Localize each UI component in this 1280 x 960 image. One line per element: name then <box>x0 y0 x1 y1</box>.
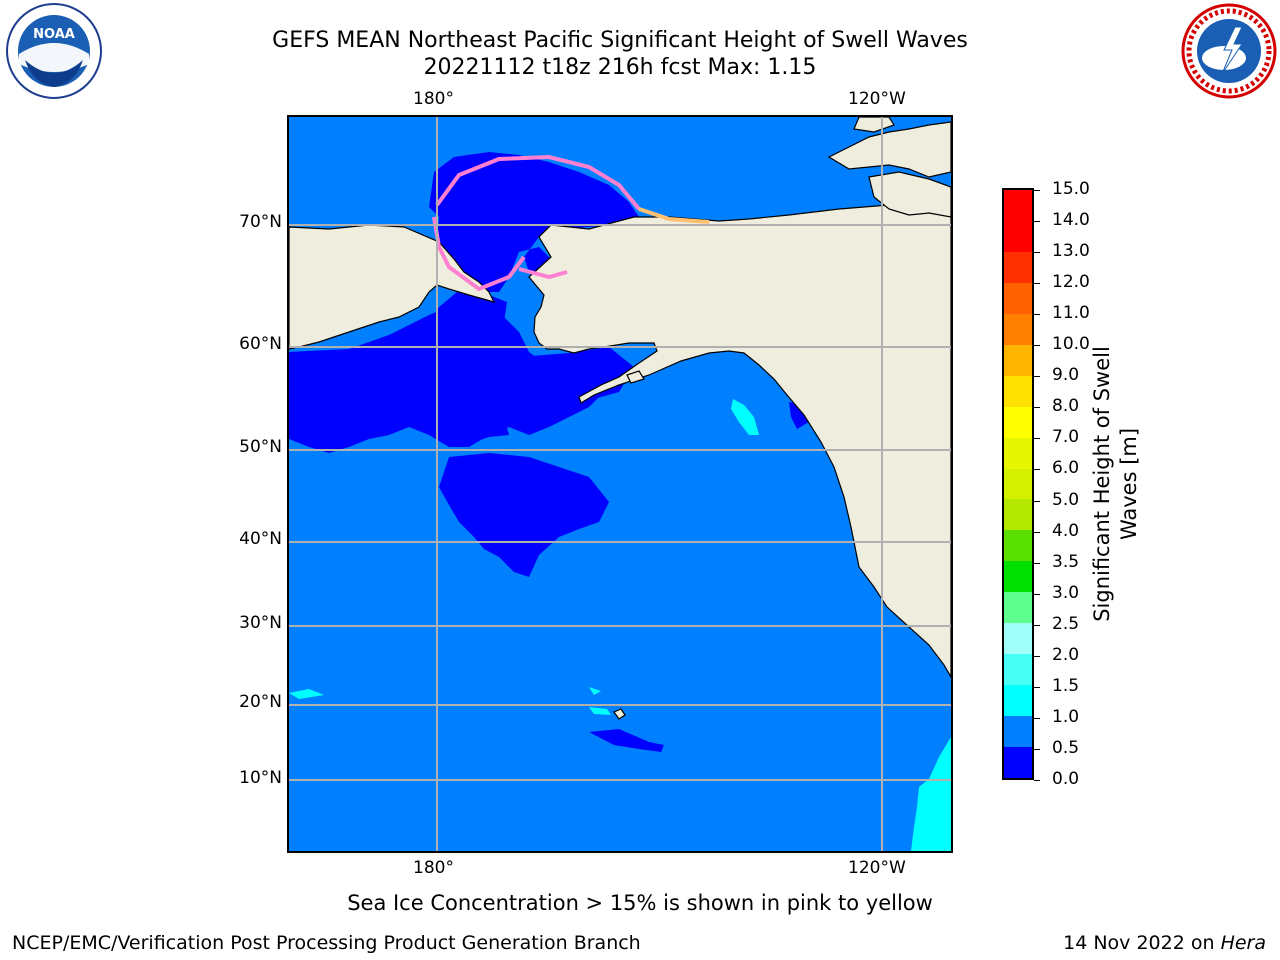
colorbar-tick-mark <box>1034 624 1040 626</box>
colorbar-tick-mark <box>1034 469 1040 471</box>
colorbar-tick-mark <box>1034 562 1040 564</box>
colorbar-tick-label: 4.0 <box>1052 520 1080 541</box>
colorbar-segment <box>1004 251 1032 283</box>
colorbar-label-line1: Significant Height of Swell <box>1090 346 1114 622</box>
noaa-logo: NOAA <box>5 2 103 100</box>
colorbar-tick-mark <box>1034 283 1040 285</box>
colorbar-tick-label: 12.0 <box>1052 272 1090 293</box>
colorbar-segment <box>1004 592 1032 624</box>
colorbar-tick-mark <box>1034 686 1040 688</box>
colorbar-tick-mark <box>1034 780 1040 781</box>
colorbar-tick-label: 10.0 <box>1052 334 1090 355</box>
colorbar <box>1002 188 1034 780</box>
colorbar-segment <box>1004 499 1032 531</box>
footer-branch: NCEP/EMC/Verification Post Processing Pr… <box>12 932 641 954</box>
lat-label-60n: 60°N <box>239 334 282 354</box>
colorbar-tick-label: 6.0 <box>1052 458 1080 479</box>
colorbar-tick-label: 5.0 <box>1052 489 1080 510</box>
colorbar-segment <box>1004 406 1032 438</box>
colorbar-tick-mark <box>1034 314 1040 316</box>
map-title-line1: GEFS MEAN Northeast Pacific Significant … <box>272 28 968 53</box>
colorbar-tick-mark <box>1034 593 1040 595</box>
colorbar-tick-mark <box>1034 190 1040 191</box>
colorbar-segment <box>1004 747 1032 778</box>
svg-text:NOAA: NOAA <box>33 27 75 42</box>
map-title-line2: 20221112 t18z 216h fcst Max: 1.15 <box>423 55 817 80</box>
colorbar-tick-label: 15.0 <box>1052 179 1090 199</box>
colorbar-segment <box>1004 375 1032 407</box>
footer-date: 14 Nov 2022 on Hera <box>1063 932 1266 954</box>
colorbar-tick-mark <box>1034 376 1040 378</box>
high-swell-regions <box>289 399 951 851</box>
colorbar-segment <box>1004 561 1032 593</box>
colorbar-tick-label: 8.0 <box>1052 396 1080 417</box>
colorbar-tick-label: 2.0 <box>1052 644 1080 665</box>
sea-ice-edge <box>432 154 710 292</box>
colorbar-tick-mark <box>1034 531 1040 533</box>
colorbar-segment <box>1004 685 1032 717</box>
colorbar-tick-label: 11.0 <box>1052 303 1090 324</box>
noaa-emblem-icon: NOAA <box>6 3 102 99</box>
lon-label-bottom-120w: 120°W <box>848 858 906 878</box>
lat-label-70n: 70°N <box>239 212 282 232</box>
sea-ice-note: Sea Ice Concentration > 15% is shown in … <box>347 891 933 915</box>
colorbar-segment <box>1004 220 1032 252</box>
lon-label-top-180: 180° <box>413 89 454 109</box>
colorbar-segment <box>1004 654 1032 686</box>
colorbar-segment <box>1004 437 1032 469</box>
colorbar-tick-mark <box>1034 252 1040 254</box>
colorbar-segment <box>1004 468 1032 500</box>
colorbar-segment <box>1004 716 1032 748</box>
colorbar-tick-label: 0.5 <box>1052 737 1080 758</box>
lat-label-50n: 50°N <box>239 437 282 457</box>
colorbar-tick-label: 3.5 <box>1052 551 1080 572</box>
colorbar-tick-mark <box>1034 407 1040 409</box>
map-canvas <box>289 117 951 851</box>
colorbar-tick-label: 9.0 <box>1052 365 1080 386</box>
colorbar-tick-mark <box>1034 500 1040 502</box>
lat-label-20n: 20°N <box>239 692 282 712</box>
colorbar-segment <box>1004 282 1032 314</box>
colorbar-ticks: 0.0 0.5 1.0 1.5 2.0 2.5 3.0 3.5 4.0 5.0 6.0 7.0 8.0 9… <box>1034 0 1100 960</box>
colorbar-tick-label: 13.0 <box>1052 241 1090 262</box>
lon-label-top-120w: 120°W <box>848 89 906 109</box>
colorbar-tick-mark <box>1034 717 1040 719</box>
colorbar-label: Significant Height of Swell Waves [m] <box>1089 346 1143 622</box>
colorbar-tick-mark <box>1034 438 1040 440</box>
colorbar-tick-label: 7.0 <box>1052 427 1080 448</box>
footer-date-text: 14 Nov 2022 on <box>1063 932 1221 954</box>
nws-emblem-icon <box>1181 3 1277 99</box>
footer-machine: Hera <box>1220 932 1266 954</box>
graticule <box>289 117 951 851</box>
lon-label-bottom-180: 180° <box>413 858 454 878</box>
colorbar-segment <box>1004 623 1032 655</box>
colorbar-tick-mark <box>1034 748 1040 750</box>
colorbar-tick-label: 14.0 <box>1052 210 1090 231</box>
colorbar-tick-mark <box>1034 655 1040 657</box>
colorbar-tick-mark <box>1034 345 1040 347</box>
lat-label-40n: 40°N <box>239 529 282 549</box>
lat-label-30n: 30°N <box>239 613 282 633</box>
colorbar-segment <box>1004 313 1032 345</box>
colorbar-segment <box>1004 189 1032 221</box>
map-panel <box>287 115 953 853</box>
colorbar-tick-label: 1.0 <box>1052 706 1080 727</box>
colorbar-tick-label: 3.0 <box>1052 582 1080 603</box>
colorbar-segment <box>1004 530 1032 562</box>
colorbar-tick-mark <box>1034 221 1040 223</box>
colorbar-tick-label: 1.5 <box>1052 675 1080 696</box>
nws-logo <box>1180 2 1278 100</box>
colorbar-label-line2: Waves [m] <box>1117 427 1141 541</box>
colorbar-segment <box>1004 344 1032 376</box>
colorbar-tick-label: 0.0 <box>1052 769 1080 789</box>
lat-label-10n: 10°N <box>239 768 282 788</box>
colorbar-tick-label: 2.5 <box>1052 613 1080 634</box>
